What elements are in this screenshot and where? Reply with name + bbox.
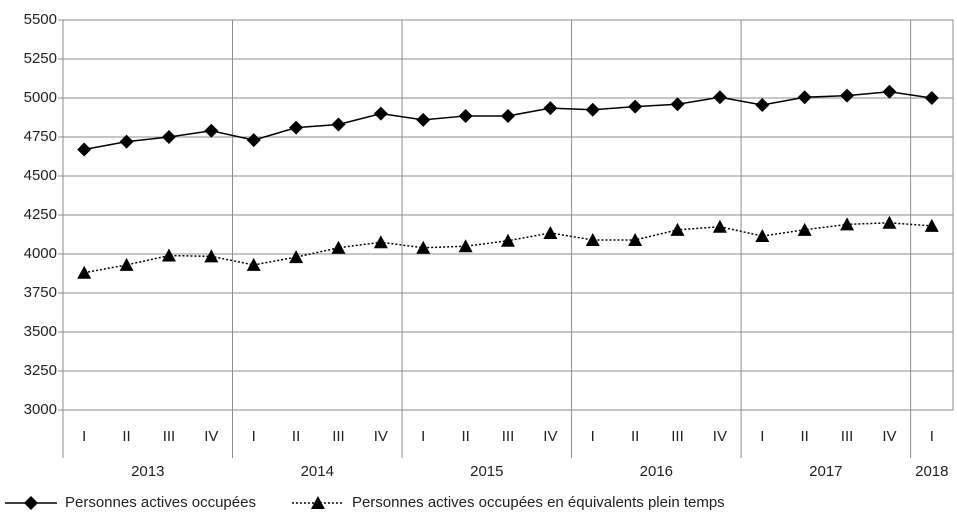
diamond-marker — [289, 120, 304, 135]
x-group-label: 2017 — [809, 463, 842, 480]
triangle-marker — [755, 229, 770, 243]
diamond-marker — [585, 102, 600, 117]
y-tick-label: 3750 — [24, 284, 57, 301]
y-tick-label: 3500 — [24, 323, 57, 340]
x-group-label: 2016 — [640, 463, 673, 480]
x-tick-label: IV — [204, 428, 218, 445]
triangle-marker — [924, 218, 939, 232]
triangle-marker — [585, 232, 600, 246]
diamond-marker — [77, 142, 92, 157]
triangle-marker — [458, 239, 473, 253]
diamond-marker — [373, 106, 388, 121]
diamond-marker — [712, 90, 727, 105]
triangle-marker — [289, 250, 304, 264]
x-tick-label: III — [163, 428, 176, 445]
x-tick-label: II — [122, 428, 130, 445]
triangle-marker — [712, 219, 727, 233]
triangle-marker — [882, 215, 897, 229]
triangle-marker — [670, 222, 685, 236]
triangle-marker — [331, 240, 346, 254]
diamond-marker — [755, 98, 770, 113]
triangle-marker — [161, 248, 176, 262]
x-tick-label: IV — [543, 428, 557, 445]
y-tick-label: 5500 — [24, 11, 57, 28]
x-tick-label: I — [760, 428, 764, 445]
x-tick-label: I — [252, 428, 256, 445]
x-tick-label: I — [82, 428, 86, 445]
x-tick-label: II — [631, 428, 639, 445]
y-tick-label: 5000 — [24, 89, 57, 106]
x-tick-label: II — [292, 428, 300, 445]
diamond-marker — [882, 84, 897, 99]
triangle-marker — [310, 496, 325, 509]
diamond-marker — [331, 117, 346, 132]
diamond-marker — [204, 123, 219, 138]
diamond-marker — [797, 90, 812, 105]
x-tick-label: IV — [374, 428, 388, 445]
x-tick-label: I — [421, 428, 425, 445]
x-group-label: 2013 — [131, 463, 164, 480]
x-tick-label: III — [502, 428, 515, 445]
y-tick-label: 4750 — [24, 128, 57, 145]
triangle-marker — [204, 249, 219, 263]
diamond-marker — [670, 97, 685, 112]
x-tick-label: IV — [882, 428, 896, 445]
y-tick-label: 4500 — [24, 167, 57, 184]
triangle-marker — [543, 225, 558, 239]
triangle-marker — [373, 235, 388, 249]
triangle-marker — [246, 257, 261, 271]
y-tick-label: 5250 — [24, 50, 57, 67]
y-tick-label: 4000 — [24, 245, 57, 262]
x-tick-label: II — [461, 428, 469, 445]
x-tick-label: IV — [713, 428, 727, 445]
x-tick-label: III — [332, 428, 345, 445]
triangle-marker — [501, 233, 515, 247]
y-tick-label: 3000 — [24, 401, 57, 418]
diamond-marker — [501, 108, 515, 123]
triangle-marker — [797, 222, 812, 236]
diamond-marker — [416, 112, 431, 127]
x-tick-label: II — [800, 428, 808, 445]
triangle-marker — [840, 217, 855, 231]
triangle-marker — [77, 265, 92, 279]
x-tick-label: III — [841, 428, 854, 445]
y-tick-label: 3250 — [24, 362, 57, 379]
diamond-marker — [628, 99, 643, 114]
diamond-marker — [24, 496, 38, 510]
diamond-marker — [246, 133, 261, 148]
diamond-marker — [840, 88, 855, 103]
x-group-label: 2015 — [470, 463, 503, 480]
diamond-marker — [458, 108, 473, 123]
legend-label: Personnes actives occupées — [65, 494, 256, 511]
plot-border — [62, 19, 954, 411]
y-tick-label: 4250 — [24, 206, 57, 223]
diamond-marker — [543, 101, 558, 116]
x-group-label: 2014 — [301, 463, 334, 480]
diamond-marker — [924, 91, 939, 105]
triangle-marker — [628, 232, 643, 246]
legend-label: Personnes actives occupées en équivalent… — [352, 494, 725, 511]
x-tick-label: I — [591, 428, 595, 445]
x-group-label: 2018 — [915, 463, 948, 480]
triangle-marker — [119, 257, 134, 271]
diamond-marker — [119, 134, 134, 149]
x-tick-label: III — [671, 428, 684, 445]
diamond-marker — [161, 130, 176, 144]
x-tick-label: I — [930, 428, 934, 445]
triangle-marker — [416, 240, 431, 254]
